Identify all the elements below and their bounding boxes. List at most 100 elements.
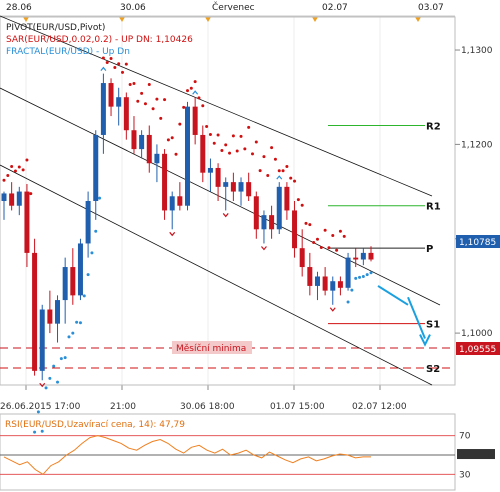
legend-pivot: PIVOT(EUR/USD,Pivot) [6,23,105,33]
regression-channel [0,15,441,386]
candle-body [322,276,328,291]
sar-dot [132,82,136,86]
candle-body [131,130,137,150]
sar-dot [331,233,335,237]
candle-body [123,97,129,131]
top-date-label: Červenec [212,1,255,13]
sar-dot [201,104,205,108]
sar-dot [71,331,75,335]
forecast-segment [407,296,426,339]
candle-body [16,191,22,206]
sar-dot [2,178,6,182]
sar-dot [25,158,29,162]
sar-dot [75,320,79,324]
pivot-label-s2: S2 [426,364,440,375]
monthly-min-label: Měsíční minima [176,343,246,354]
candle-body [100,83,106,135]
forecast-arrowhead [419,334,431,347]
sar-dot [174,152,178,156]
sar-dot [52,364,56,368]
y-tick-label: 1,1000 [461,329,493,339]
session-marker [205,17,211,22]
candle-body [246,182,252,197]
sar-dot [163,98,167,102]
candle-body [360,252,366,260]
fractal-down-marker [260,246,267,251]
sar-dot [78,321,82,325]
candle-body [154,153,160,164]
current-price-label: 1,10785 [459,238,496,248]
sar-dot [285,165,289,169]
parabolic-sar [2,56,373,434]
sar-dot [327,246,331,250]
sar-dot [143,102,147,106]
fractal-down-marker [329,307,336,312]
sar-dot [189,86,193,90]
top-date-label: 30.06 [120,3,146,13]
sar-dot [136,99,140,103]
sar-dot [170,136,174,140]
candle-body [284,186,290,211]
channel-line-middle [0,87,441,306]
session-marker [23,17,29,22]
sar-dot [59,357,63,361]
rsi-tick-label: 70 [459,432,471,442]
candles [1,73,374,381]
sar-dot [262,155,266,159]
sar-dot [124,62,128,66]
sar-dot [208,132,212,136]
rsi-plot: 705030 [0,432,495,480]
candle-body [177,196,183,206]
sar-dot [121,70,125,74]
candle-body [39,309,45,371]
channel-line-upper [0,15,433,197]
sar-dot [98,196,102,200]
candle-body [9,193,15,206]
sar-dot [235,149,239,153]
sar-dot [6,174,10,178]
fractal-up-marker [276,175,283,180]
pivot-label-r1: R1 [426,202,441,213]
top-date-bar: 28.06 30.06 Červenec 02.07 03.07 [0,1,455,17]
candle-body [223,182,229,187]
candle-body [85,201,91,244]
sar-dot [350,288,354,292]
sar-dot [128,82,132,86]
sar-dot [44,386,48,390]
sar-dot [166,138,170,142]
y-tick-label: 1,1200 [461,140,493,150]
pivot-label-p: P [426,244,433,255]
sar-dot [21,168,25,172]
fractal-down-marker [39,382,46,388]
session-marker [119,17,125,22]
candle-body [162,153,168,211]
y-tick-label: 1,1300 [461,46,493,56]
forecast-arrow [377,285,431,347]
sar-dot [258,169,262,173]
rsi-frame [0,413,456,491]
sar-dot [205,124,209,128]
candle-body [261,215,267,230]
sar-dot [243,147,247,151]
fractal-down-marker [222,213,229,218]
price-boxes: 1,10785 1,09555 [456,235,500,355]
sar-dot [270,146,274,150]
plot-frame [0,16,456,386]
pivot-levels: R2 R1 P S1 S2 [0,122,455,375]
candle-body [185,106,190,206]
sar-dot [308,223,312,227]
sar-dot [90,251,94,255]
pivot-label-s1: S1 [426,320,440,331]
monthly-minimum: Měsíční minima [0,341,455,354]
candle-body [207,167,213,173]
candle-body [330,281,336,291]
sar-dot [250,152,254,156]
sar-dot [56,380,60,384]
candle-body [32,252,38,371]
rsi-panel: RSI(EUR/USD,Uzavírací cena, 14): 47,79 7… [0,413,495,491]
sar-dot [109,57,113,61]
time-axis: 26.06.2015 17:00 21:00 30.06 18:00 01.07 15… [0,402,407,412]
x-tick-label: 21:00 [110,402,136,412]
sar-dot [212,141,216,145]
